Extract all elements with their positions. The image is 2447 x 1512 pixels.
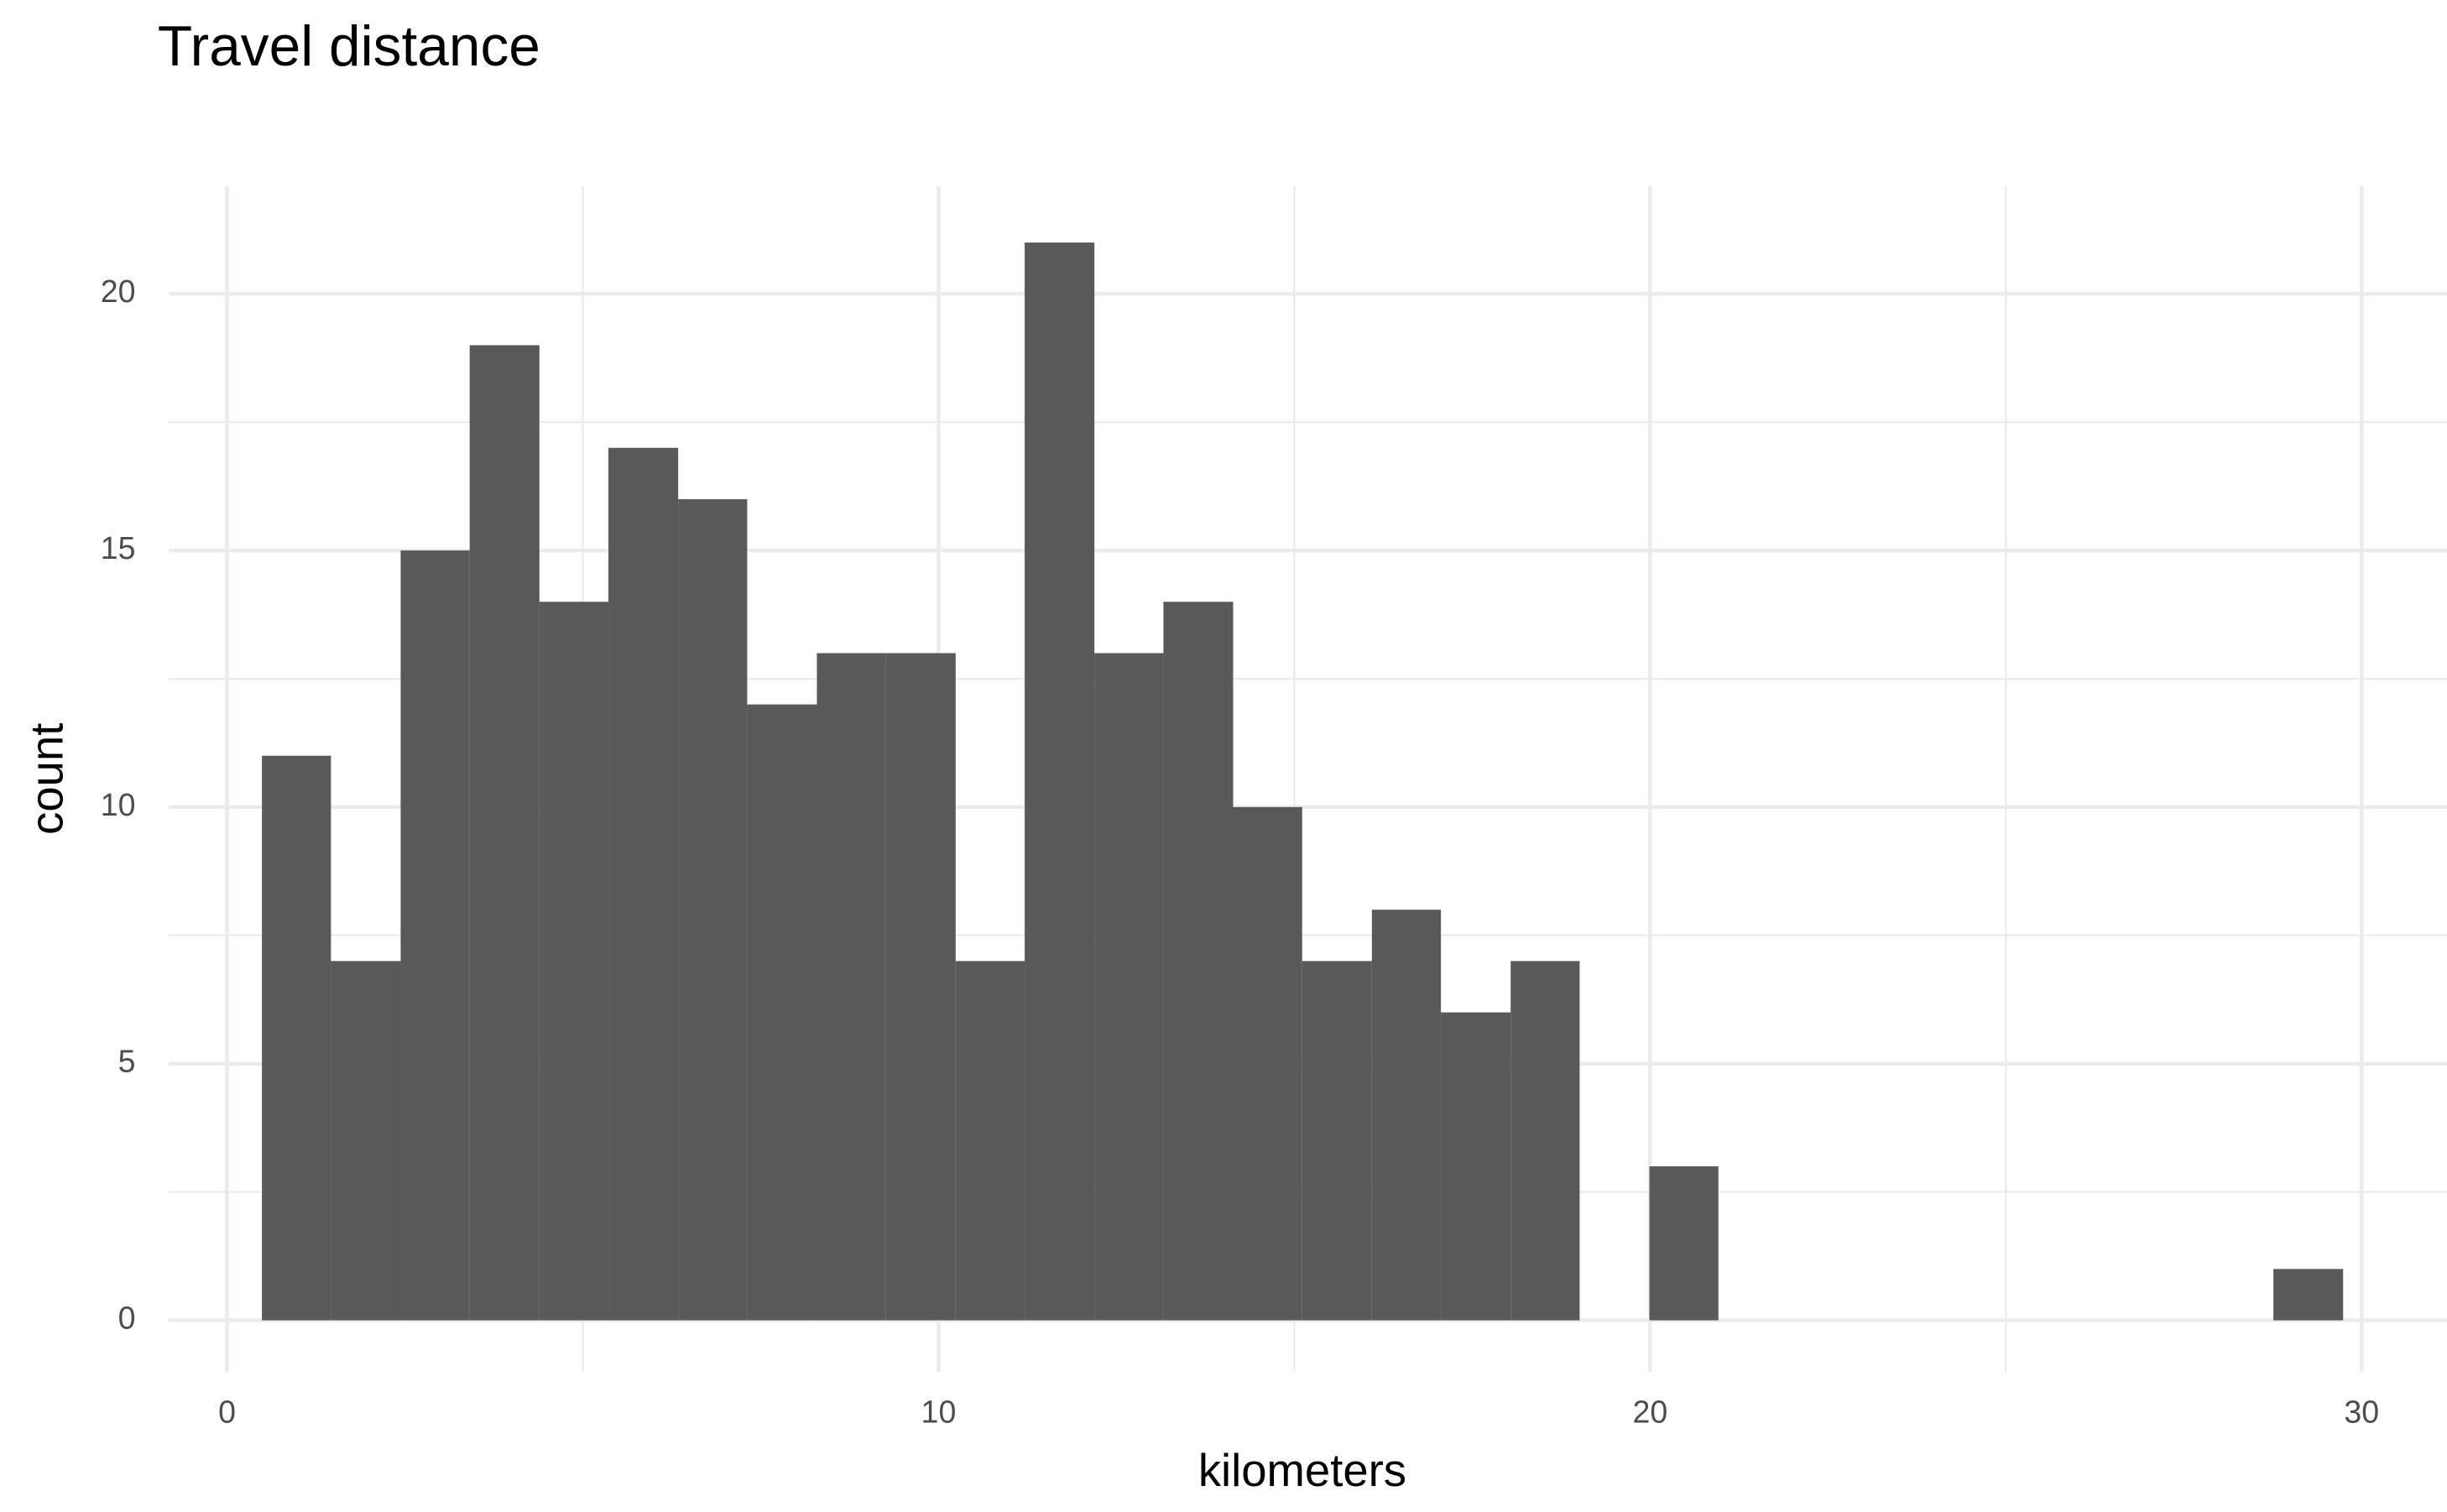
y-tick-label: 20 (101, 274, 136, 309)
bar (1163, 602, 1234, 1321)
bar (539, 602, 609, 1321)
bar (955, 961, 1025, 1321)
bar (1441, 1012, 1511, 1321)
y-axis-title: count (22, 723, 73, 835)
y-tick-label: 10 (101, 787, 136, 822)
bar (400, 550, 470, 1321)
bar (1302, 961, 1372, 1321)
bar (1510, 961, 1580, 1321)
bar (608, 447, 679, 1321)
bar (262, 755, 331, 1321)
bar (678, 498, 748, 1321)
y-tick-label: 5 (118, 1044, 136, 1079)
x-tick-label: 20 (1632, 1394, 1667, 1429)
bar (817, 653, 886, 1321)
bar (1025, 242, 1095, 1321)
bar (885, 653, 956, 1321)
bar (1371, 910, 1442, 1321)
bar (469, 345, 540, 1321)
x-tick-label: 0 (218, 1394, 236, 1429)
chart-title: Travel distance (158, 15, 540, 78)
bar (2273, 1269, 2344, 1321)
bar (1094, 653, 1164, 1321)
bar (1649, 1166, 1719, 1321)
bar (331, 961, 401, 1321)
bar (1233, 806, 1302, 1321)
x-axis-title: kilometers (1198, 1445, 1406, 1496)
bar (747, 704, 817, 1321)
y-tick-label: 0 (118, 1300, 136, 1335)
x-tick-label: 30 (2344, 1394, 2379, 1429)
y-tick-label: 15 (101, 530, 136, 566)
x-tick-label: 10 (921, 1394, 957, 1429)
